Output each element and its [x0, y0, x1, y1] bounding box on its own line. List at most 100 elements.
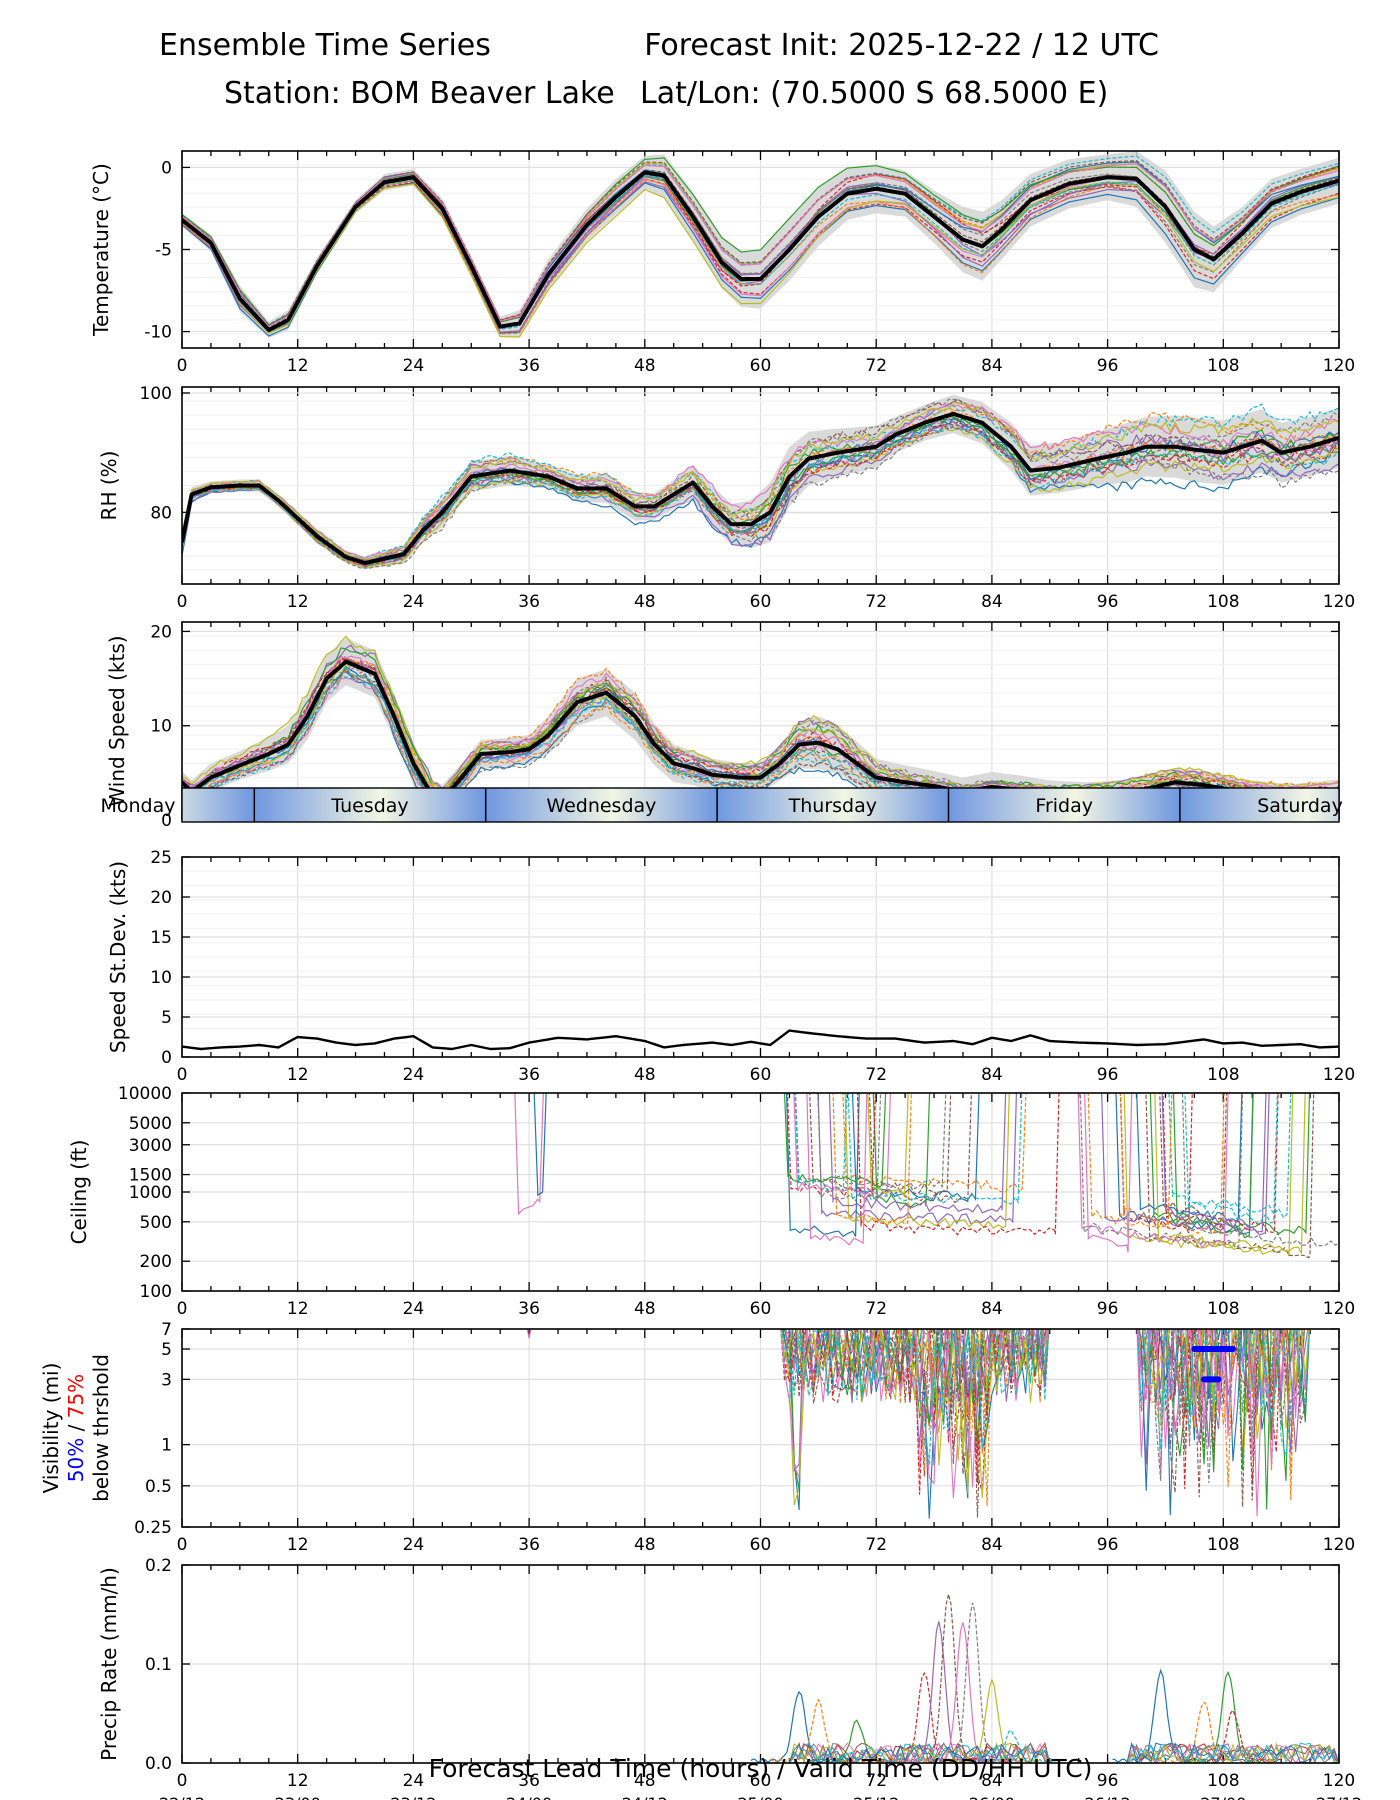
- ceiling-ytick-label: 5000: [129, 1114, 172, 1134]
- day-label: Monday: [100, 795, 175, 817]
- ceiling-xtick-label: 72: [865, 1299, 887, 1319]
- temperature-member-line: [182, 177, 1339, 334]
- wind-ytick-label: 20: [150, 622, 172, 642]
- ceiling-member-line: [793, 1093, 1133, 1253]
- visibility-ytick-label: 0.5: [145, 1477, 172, 1497]
- ceiling-xtick-label: 120: [1323, 1299, 1355, 1319]
- visibility-xtick-label: 24: [403, 1535, 425, 1555]
- temperature-member-line: [182, 174, 1339, 333]
- visibility-ytick-label: 5: [161, 1340, 172, 1360]
- precip-member-line: [750, 1690, 848, 1763]
- visibility-xtick-label: 0: [177, 1535, 188, 1555]
- temperature-member-line: [182, 160, 1339, 326]
- temperature-xtick-label: 60: [750, 356, 772, 376]
- precip-member-line: [1179, 1671, 1277, 1763]
- rh-xtick-label: 36: [518, 592, 540, 612]
- station-latlon: Lat/Lon: (70.5000 S 68.5000 E): [640, 76, 1109, 111]
- visibility-xtick-label: 108: [1207, 1535, 1239, 1555]
- day-band-segment: [948, 788, 1180, 822]
- day-band-segment: [1179, 788, 1339, 822]
- visibility-xtick-label: 36: [518, 1535, 540, 1555]
- temperature-frame: [181, 150, 1340, 349]
- rh-ytick-label: 80: [150, 503, 172, 523]
- day-band-frame: [181, 787, 1340, 823]
- ceiling-member-line: [817, 1093, 1270, 1236]
- visibility-xtick-label: 12: [287, 1535, 309, 1555]
- ceiling-member-line: [872, 1093, 1254, 1239]
- ceiling-ytick-label: 10000: [118, 1084, 172, 1104]
- chart-title: Ensemble Time Series: [159, 28, 491, 63]
- visibility-member-line: [780, 1329, 1296, 1469]
- temperature-ytick-label: -10: [144, 323, 172, 343]
- ceiling-member-line: [868, 1093, 1315, 1259]
- temperature-member-line: [182, 181, 1339, 338]
- sdev-xtick-label: 108: [1207, 1065, 1239, 1085]
- sdev-ylabel: Speed St.Dev. (kts): [106, 861, 130, 1053]
- day-label: Saturday: [1257, 795, 1343, 817]
- temperature-xtick-label: 12: [287, 356, 309, 376]
- ceiling-member-line: [851, 1093, 1254, 1235]
- precip-xtick-label: 36: [518, 1771, 540, 1791]
- valid-time-label: 24/00: [506, 1794, 552, 1800]
- visibility-ylabel-slash: /: [64, 1418, 88, 1437]
- visibility-ylabel: Visibility (mi): [39, 1363, 63, 1494]
- valid-time-label: 26/12: [1085, 1794, 1131, 1800]
- sdev-ytick-label: 10: [150, 968, 172, 988]
- ceiling-xtick-label: 36: [518, 1299, 540, 1319]
- precip-xtick-label: 48: [634, 1771, 656, 1791]
- visibility-ylabel-threshold: below thrshold: [89, 1354, 113, 1502]
- day-band-segment: [254, 788, 486, 822]
- temperature-ytick-label: 0: [161, 158, 172, 178]
- valid-time-label: 24/12: [622, 1794, 668, 1800]
- day-label: Thursday: [788, 795, 877, 817]
- rh-xtick-label: 0: [177, 592, 188, 612]
- precip-member-line: [1184, 1709, 1282, 1763]
- wind-member-line: [182, 667, 1339, 802]
- wind-member-line: [182, 635, 1339, 794]
- ceiling-member-line: [794, 1093, 1292, 1219]
- visibility-plot-area: [526, 1329, 1310, 1519]
- visibility-xtick-label: 72: [865, 1535, 887, 1555]
- sdev-xtick-label: 96: [1097, 1065, 1119, 1085]
- precip-xtick-label: 12: [287, 1771, 309, 1791]
- ceiling-member-line: [794, 1093, 1339, 1247]
- valid-time-label: 25/00: [737, 1794, 783, 1800]
- day-band-group: [254, 788, 486, 822]
- visibility-member-line: [780, 1329, 1310, 1480]
- precip-xtick-label: 72: [865, 1771, 887, 1791]
- ceiling-member-line: [785, 1093, 1243, 1238]
- sdev-xtick-label: 84: [981, 1065, 1003, 1085]
- wind-member-line: [182, 644, 1339, 794]
- sdev-ytick-label: 15: [150, 928, 172, 948]
- visibility-ylabel-pct: 50% / 75%: [64, 1374, 88, 1482]
- rh-xtick-label: 60: [750, 592, 772, 612]
- rh-xtick-label: 24: [403, 592, 425, 612]
- visibility-ytick-label: 0.25: [134, 1518, 172, 1538]
- visibility-member-line: [783, 1329, 1309, 1472]
- ceiling-xtick-label: 108: [1207, 1299, 1239, 1319]
- rh-mean-line: [182, 411, 1339, 566]
- precip-member-line: [779, 1742, 1339, 1763]
- temperature-xtick-label: 24: [403, 356, 425, 376]
- rh-member-line: [182, 398, 1339, 565]
- precip-member-line: [943, 1678, 1041, 1763]
- ceiling-member-line: [847, 1093, 1278, 1224]
- rh-spread-band: [182, 394, 1339, 570]
- rh-member-line: [182, 424, 1339, 569]
- rh-xtick-label: 72: [865, 592, 887, 612]
- ceiling-xtick-label: 0: [177, 1299, 188, 1319]
- ceiling-plot-area: [514, 1093, 1339, 1259]
- ceiling-ylabel: Ceiling (ft): [67, 1140, 91, 1245]
- visibility-ytick-label: 7: [161, 1320, 172, 1340]
- day-label: Friday: [1035, 795, 1093, 817]
- precip-frame: [181, 1564, 1340, 1764]
- visibility-member-line: [526, 1329, 1310, 1517]
- temperature-xtick-label: 0: [177, 356, 188, 376]
- sdev-xtick-label: 48: [634, 1065, 656, 1085]
- day-band-group: [717, 788, 949, 822]
- visibility-ytick-label: 1: [161, 1436, 172, 1456]
- ceiling-member-line: [856, 1093, 1279, 1236]
- rh-member-line: [182, 425, 1339, 569]
- temperature-xtick-label: 108: [1207, 356, 1239, 376]
- visibility-member-line: [782, 1329, 1310, 1519]
